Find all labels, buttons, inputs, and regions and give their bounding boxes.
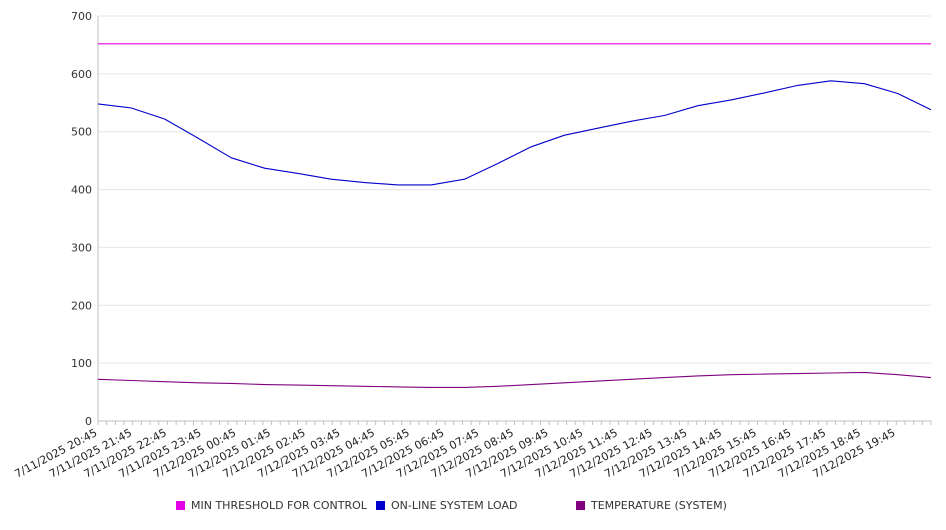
legend-swatch-temperature — [576, 500, 585, 510]
series-lines — [97, 43, 932, 388]
y-tick-label-100: 100 — [71, 357, 92, 370]
y-tick-label-200: 200 — [71, 299, 92, 312]
chart-legend: MIN THRESHOLD FOR CONTROL ON-LINE SYSTEM… — [0, 496, 946, 516]
legend-item-system-load: ON-LINE SYSTEM LOAD — [376, 496, 517, 514]
axes — [97, 16, 931, 422]
legend-label-system-load: ON-LINE SYSTEM LOAD — [391, 498, 518, 512]
grid-lines — [98, 15, 931, 364]
y-axis-ticks: 0 100 200 300 400 500 600 700 — [71, 10, 92, 428]
legend-item-min-threshold: MIN THRESHOLD FOR CONTROL — [176, 496, 367, 514]
y-tick-label-300: 300 — [71, 241, 92, 254]
series-line-1 — [97, 80, 932, 186]
legend-item-temperature: TEMPERATURE (SYSTEM) — [576, 496, 727, 514]
y-tick-label-700: 700 — [71, 10, 92, 23]
legend-label-temperature: TEMPERATURE (SYSTEM) — [591, 498, 727, 512]
y-tick-label-500: 500 — [71, 126, 92, 139]
series-line-2 — [97, 371, 932, 388]
legend-swatch-system-load — [376, 500, 385, 510]
y-tick-label-0: 0 — [85, 415, 92, 428]
y-tick-label-600: 600 — [71, 68, 92, 81]
x-axis-ticks: 7/11/2025 20:457/11/2025 21:457/11/2025 … — [12, 421, 932, 481]
legend-label-min-threshold: MIN THRESHOLD FOR CONTROL — [191, 498, 367, 512]
legend-swatch-min-threshold — [176, 500, 185, 510]
y-tick-label-400: 400 — [71, 184, 92, 197]
